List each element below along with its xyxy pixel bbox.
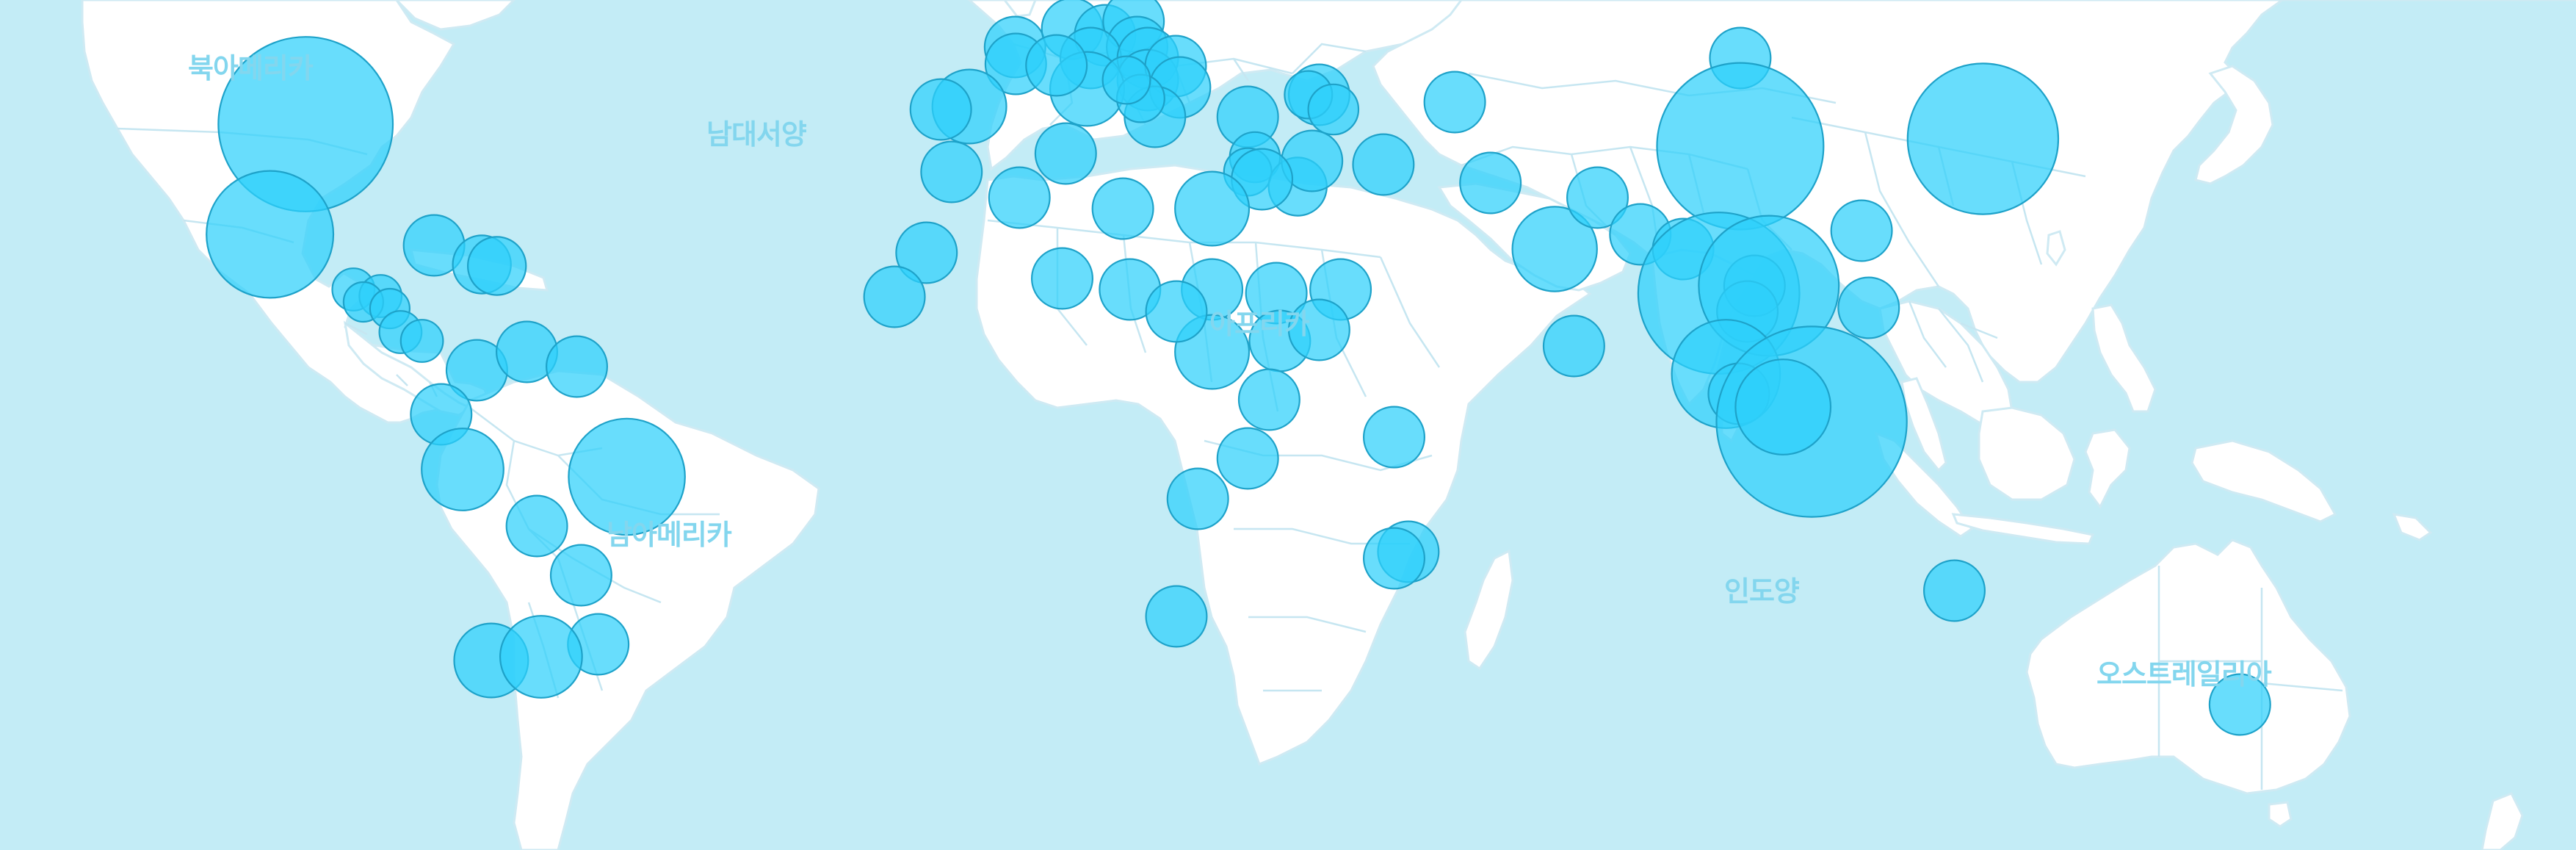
data-bubble[interactable] bbox=[1906, 62, 2060, 215]
borneo bbox=[1978, 406, 2076, 501]
label-layer: 북아메리카 남대서양 아프리카 남아메리카 인도양 오스트레일리아 bbox=[188, 52, 2273, 691]
madagascar bbox=[1464, 549, 1514, 671]
data-bubble[interactable] bbox=[568, 417, 686, 536]
label-north-atlantic: 남대서양 bbox=[706, 118, 807, 151]
data-bubble[interactable] bbox=[988, 166, 1051, 229]
greenland-edge bbox=[394, 0, 516, 31]
data-bubble[interactable] bbox=[1091, 177, 1154, 240]
data-bubble[interactable] bbox=[2208, 673, 2271, 736]
data-bubble[interactable] bbox=[1145, 280, 1208, 343]
new-zealand bbox=[2481, 792, 2524, 850]
data-bubble[interactable] bbox=[1459, 151, 1522, 215]
data-bubble[interactable] bbox=[1025, 34, 1088, 97]
label-north-america: 북아메리카 bbox=[188, 52, 314, 84]
data-bubble[interactable] bbox=[399, 319, 444, 363]
new-guinea bbox=[2190, 439, 2337, 523]
label-australia: 오스트레일리아 bbox=[2096, 658, 2272, 691]
taiwan bbox=[2046, 230, 2066, 267]
data-bubble[interactable] bbox=[1166, 467, 1229, 530]
data-bubble[interactable] bbox=[920, 140, 983, 204]
data-bubble[interactable] bbox=[1362, 527, 1425, 590]
data-bubble[interactable] bbox=[1030, 247, 1093, 310]
java bbox=[1951, 513, 2095, 545]
label-indian-ocean: 인도양 bbox=[1724, 575, 1800, 608]
uk-ireland bbox=[1003, 0, 1037, 18]
data-bubble[interactable] bbox=[421, 428, 504, 511]
sumatra bbox=[1874, 431, 1974, 538]
pacific-islands bbox=[2392, 513, 2433, 541]
data-bubble[interactable] bbox=[1101, 55, 1151, 105]
data-bubble[interactable] bbox=[1034, 122, 1097, 185]
australia-landmass bbox=[2025, 539, 2351, 795]
data-bubble[interactable] bbox=[499, 615, 583, 699]
borders-australia bbox=[2157, 566, 2343, 790]
bubble-layer bbox=[206, 0, 2271, 736]
data-bubble[interactable] bbox=[467, 236, 527, 296]
borders-southeast-asia bbox=[1908, 300, 1998, 383]
data-bubble[interactable] bbox=[1656, 62, 1825, 231]
data-bubble[interactable] bbox=[549, 544, 612, 607]
tasmania bbox=[2268, 801, 2293, 828]
malay-peninsula bbox=[1900, 377, 1947, 472]
data-bubble[interactable] bbox=[545, 335, 608, 398]
data-bubble[interactable] bbox=[1174, 170, 1251, 247]
data-bubble[interactable] bbox=[1216, 427, 1279, 490]
data-bubble[interactable] bbox=[1362, 406, 1425, 469]
philippines bbox=[2091, 303, 2157, 413]
data-bubble[interactable] bbox=[1542, 314, 1605, 378]
south-america-landmass bbox=[435, 370, 820, 850]
data-bubble[interactable] bbox=[1511, 206, 1598, 292]
data-bubble[interactable] bbox=[1237, 368, 1300, 431]
data-bubble[interactable] bbox=[505, 494, 568, 558]
data-bubble[interactable] bbox=[1837, 276, 1900, 339]
label-south-america: 남아메리카 bbox=[607, 519, 732, 551]
data-bubble[interactable] bbox=[1307, 83, 1360, 136]
data-bubble[interactable] bbox=[909, 78, 972, 141]
data-bubble[interactable] bbox=[1352, 133, 1415, 196]
japan bbox=[2194, 65, 2274, 185]
data-bubble[interactable] bbox=[895, 221, 958, 284]
sulawesi bbox=[2084, 428, 2131, 509]
data-bubble[interactable] bbox=[863, 265, 926, 328]
data-bubble[interactable] bbox=[1734, 359, 1832, 455]
label-africa: 아프리카 bbox=[1209, 308, 1310, 340]
data-bubble[interactable] bbox=[206, 170, 335, 299]
data-bubble[interactable] bbox=[1830, 199, 1893, 262]
data-bubble[interactable] bbox=[1566, 166, 1629, 229]
data-bubble[interactable] bbox=[1923, 559, 1986, 622]
data-bubble[interactable] bbox=[1287, 298, 1350, 361]
data-bubble[interactable] bbox=[1423, 71, 1486, 134]
data-bubble[interactable] bbox=[1145, 585, 1208, 648]
